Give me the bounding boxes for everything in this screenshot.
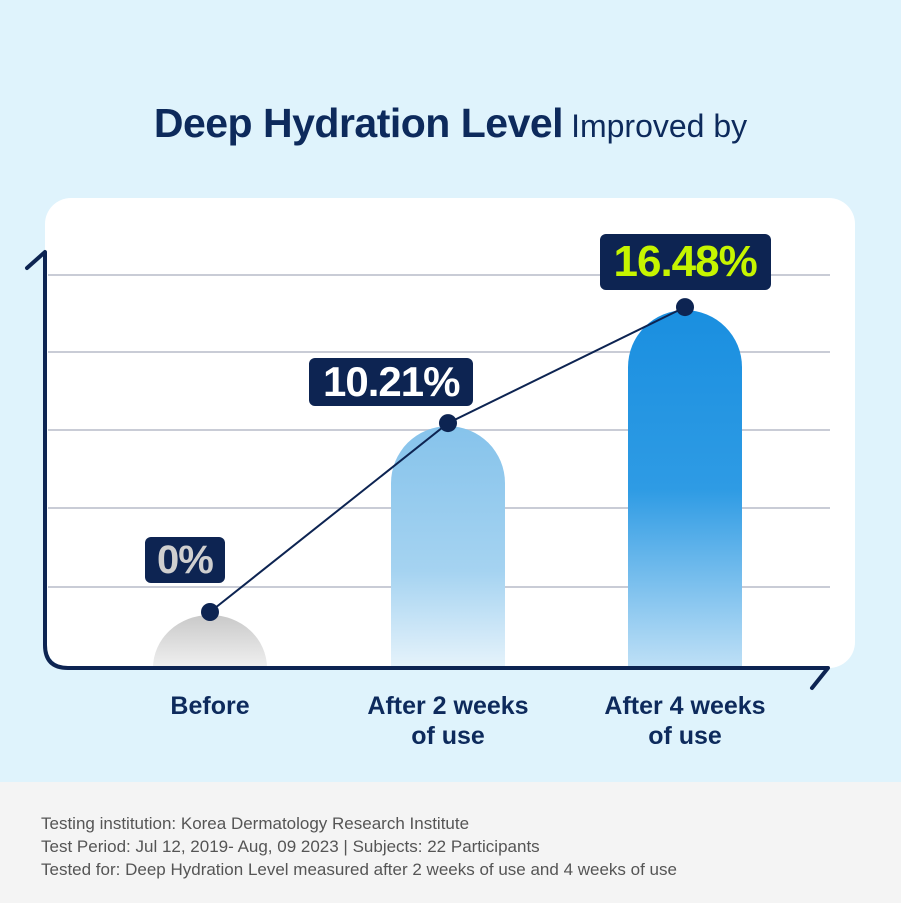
- data-point: [439, 414, 457, 433]
- x-label-line: After 2 weeks: [367, 692, 529, 720]
- chart-title: Deep Hydration Level Improved by: [0, 100, 901, 147]
- footer-institution: Testing institution: Korea Dermatology R…: [41, 814, 470, 833]
- title-regular: Improved by: [571, 108, 748, 144]
- x-axis-label: Before: [100, 691, 320, 721]
- x-label-line: Before: [170, 692, 250, 720]
- title-bold: Deep Hydration Level: [153, 100, 564, 146]
- data-label: 0%: [145, 537, 225, 583]
- x-axis-label: After 2 weeks of use: [338, 691, 558, 751]
- axis: [25, 250, 830, 690]
- data-point: [676, 298, 694, 317]
- x-axis-label: After 4 weeks of use: [575, 691, 795, 751]
- bar-1: [391, 426, 505, 668]
- bar-0: [153, 615, 267, 668]
- footer-tested-for: Tested for: Deep Hydration Level measure…: [41, 860, 677, 879]
- data-label: 10.21%: [309, 358, 474, 407]
- data-point: [201, 603, 219, 621]
- data-label: 16.48%: [599, 234, 771, 291]
- x-label-line: of use: [648, 722, 722, 750]
- x-label-line: of use: [411, 722, 485, 750]
- bar-2: [628, 310, 742, 668]
- footer-period: Test Period: Jul 12, 2019- Aug, 09 2023 …: [41, 837, 540, 856]
- x-label-line: After 4 weeks: [604, 692, 766, 720]
- footer: Testing institution: Korea Dermatology R…: [0, 782, 901, 903]
